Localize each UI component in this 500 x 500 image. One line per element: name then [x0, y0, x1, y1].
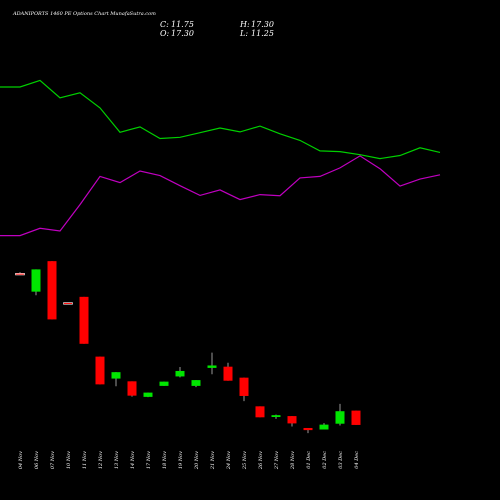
candle-body: [287, 416, 297, 424]
close-value: 11.75: [171, 20, 194, 29]
x-tick-label: 18 Nov: [162, 451, 168, 469]
close-label: C:: [160, 20, 169, 29]
x-tick-label: 07 Nov: [50, 451, 56, 469]
low-label: L:: [239, 29, 248, 38]
x-tick-label: 21 Nov: [210, 451, 216, 470]
indicator-lines: [0, 79, 441, 237]
candle-body: [351, 410, 361, 425]
x-tick-label: 04 Nov: [18, 451, 24, 469]
x-tick-label: 20 Nov: [194, 451, 200, 470]
x-tick-label: 28 Nov: [290, 451, 296, 470]
candle-body: [47, 261, 57, 320]
x-tick-label: 12 Nov: [98, 451, 104, 469]
x-tick-label: 06 Nov: [34, 451, 40, 469]
candle-body: [63, 302, 73, 305]
candle-body: [335, 411, 345, 424]
chart-title: ADANIPORTS 1460 PE Options Chart MunafaS…: [12, 11, 156, 17]
x-tick-label: 14 Nov: [130, 451, 136, 469]
candle-body: [303, 427, 313, 431]
candle-body: [111, 372, 121, 379]
candle-body: [223, 366, 233, 381]
candle-body: [143, 392, 153, 397]
x-tick-label: 01 Dec: [306, 451, 312, 469]
x-tick-label: 04 Dec: [354, 451, 360, 469]
low-value: 11.25: [251, 29, 274, 38]
candle-body: [127, 381, 137, 396]
x-axis-tick-labels: 04 Nov 06 Nov 07 Nov 10 Nov 11 Nov 12 Nov 13 N…: [18, 451, 360, 470]
x-tick-label: 03 Dec: [338, 451, 344, 469]
open-value: 17.30: [171, 29, 194, 38]
candle-body: [79, 296, 89, 344]
x-tick-label: 10 Nov: [66, 451, 72, 469]
candles: [15, 261, 361, 434]
x-tick-label: 27 Nov: [274, 451, 280, 470]
x-tick-label: 17 Nov: [146, 451, 152, 469]
candle-body: [319, 424, 329, 430]
x-tick-label: 25 Nov: [242, 451, 248, 470]
x-tick-label: 24 Nov: [226, 451, 232, 470]
candle-body: [255, 406, 265, 418]
candle-body: [15, 273, 25, 276]
candle-body: [175, 370, 185, 377]
x-tick-label: 19 Nov: [178, 451, 184, 469]
candle-body: [95, 356, 105, 385]
high-label: H:: [239, 20, 250, 29]
x-tick-label: 26 Nov: [258, 451, 264, 470]
indicator-line-1: [0, 79, 441, 160]
candle-body: [159, 381, 169, 386]
x-tick-label: 02 Dec: [322, 451, 328, 469]
x-tick-label: 11 Nov: [82, 451, 88, 469]
x-tick-label: 13 Nov: [114, 451, 120, 469]
candle-body: [239, 377, 249, 396]
candle-body: [271, 415, 281, 418]
candle-body: [191, 380, 201, 386]
open-label: O:: [160, 29, 170, 38]
candle-body: [31, 269, 41, 292]
high-value: 17.30: [251, 20, 274, 29]
indicator-line-2: [0, 155, 441, 237]
candle-body: [207, 365, 217, 368]
